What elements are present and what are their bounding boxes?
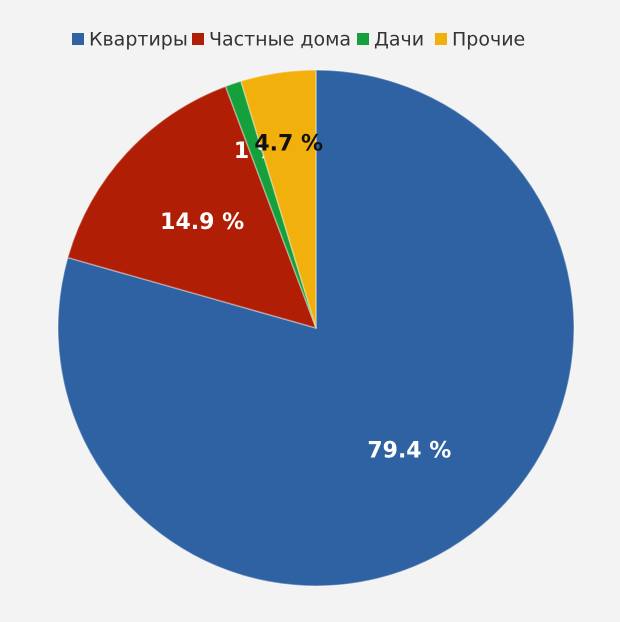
legend-label: Прочие [452, 29, 525, 51]
legend-label: Квартиры [89, 29, 188, 51]
legend-swatch [192, 33, 204, 45]
legend-label: Частные дома [209, 29, 351, 51]
pie-slice [239, 69, 317, 329]
legend-swatch [72, 33, 84, 45]
pie-slice [66, 85, 318, 330]
legend-swatch [357, 33, 369, 45]
pie-slice [57, 69, 575, 587]
pie-slice [224, 80, 317, 329]
value-label: 79.4 % [367, 438, 451, 463]
legend-label: Дачи [374, 29, 424, 51]
value-label: 4.7 % [254, 131, 323, 156]
value-label: 14.9 % [160, 210, 244, 235]
legend-swatch [435, 33, 447, 45]
